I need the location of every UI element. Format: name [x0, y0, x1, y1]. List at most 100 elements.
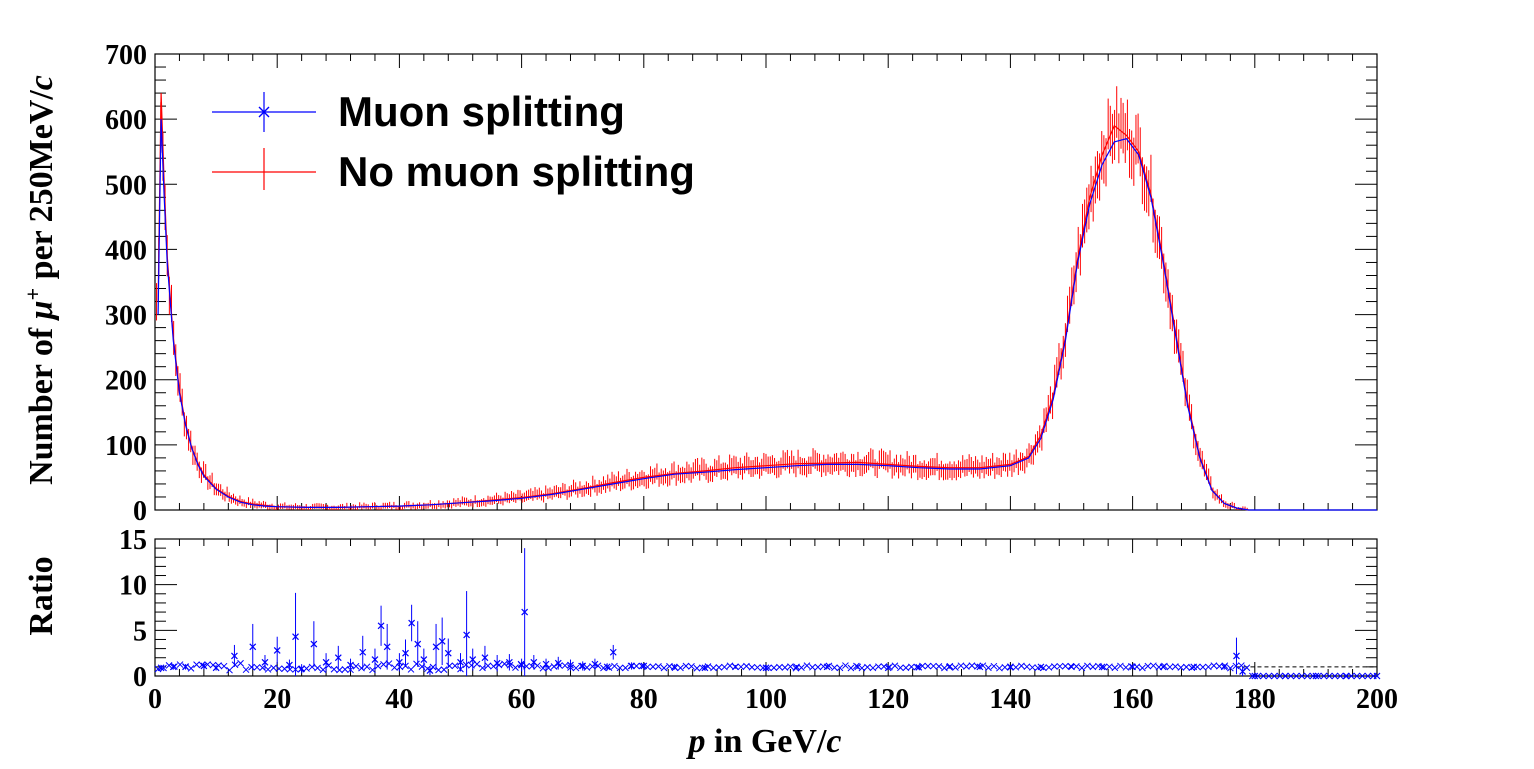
ratio-point-band [803, 662, 811, 670]
ratio-point-band [985, 664, 992, 672]
ratio-point-band [539, 664, 547, 672]
x-tick-label: 140 [989, 684, 1031, 715]
ratio-point-band [550, 663, 558, 670]
ratio-point-band [1270, 672, 1278, 680]
ratio-point-band [842, 662, 849, 669]
ratio-point-band [1254, 672, 1262, 680]
ratio-point [505, 658, 513, 666]
ratio-point-band [688, 663, 695, 670]
ratio-point-band [380, 661, 387, 668]
ratio-point-band [858, 664, 866, 672]
legend-label-no-muon-splitting: No muon splitting [338, 148, 695, 195]
ratio-point [884, 664, 892, 672]
main-series-layer [156, 86, 1377, 511]
ratio-point-band [968, 662, 976, 669]
ratio-point-band [501, 660, 508, 668]
ratio-point [444, 649, 452, 657]
ratio-point-band [1320, 672, 1328, 680]
y-title-part-1: Number of [23, 319, 60, 485]
ratio-point-band [814, 663, 822, 671]
ratio-point [334, 654, 342, 662]
ratio-point-band [1298, 672, 1306, 680]
ratio-point-band [699, 664, 706, 672]
main-y-tick-label: 500 [105, 170, 147, 201]
ratio-point-band [314, 664, 321, 672]
ratio-point-band [1012, 663, 1020, 671]
ratio-point [273, 647, 281, 654]
ratio-point-band [869, 664, 877, 672]
ratio-point-band [1023, 663, 1031, 671]
x-tick-label: 120 [867, 684, 909, 715]
ratio-point [463, 631, 471, 639]
ratio-point-band [1276, 672, 1284, 680]
ratio-point-band [765, 664, 772, 672]
ratio-point [823, 663, 831, 671]
ratio-point [591, 660, 599, 668]
ratio-point [157, 664, 165, 672]
main-panel: 0 100 200 300 400 500 600 700 [105, 40, 1378, 527]
main-y-tick-label: 400 [105, 235, 147, 266]
ratio-point-band [1188, 664, 1196, 672]
ratio-point-band [363, 663, 371, 671]
ratio-point-band [1227, 664, 1234, 672]
ratio-point-band [1078, 664, 1086, 672]
x-tick-label: 60 [508, 684, 536, 715]
ratio-point-band [330, 665, 338, 673]
ratio-point-band [1331, 672, 1339, 680]
ratio-point-band [264, 666, 272, 673]
ratio-point-band [1232, 662, 1240, 670]
ratio-point [231, 652, 238, 660]
ratio-point-band [781, 664, 789, 671]
legend-marker-muon-splitting [258, 106, 270, 118]
ratio-point [640, 662, 648, 670]
ratio-point [542, 660, 550, 668]
ratio-point-band [319, 666, 327, 674]
ratio-point-band [1259, 672, 1267, 680]
ratio-point-band [710, 664, 717, 672]
main-y-tick-label: 200 [105, 366, 147, 397]
ratio-point [521, 608, 529, 616]
ratio-point-band [578, 662, 585, 670]
ratio-point-band [1238, 662, 1245, 669]
ratio-point-band [1183, 663, 1190, 671]
x-tick-label: 20 [263, 684, 291, 715]
ratio-point [518, 661, 526, 669]
ratio-point [530, 658, 538, 666]
ratio-point-band [831, 664, 838, 671]
ratio-point-band [1249, 672, 1256, 680]
ratio-point-band [1122, 664, 1130, 671]
ratio-point [1098, 663, 1106, 671]
ratio-point-band [649, 663, 657, 671]
ratio-point-band [352, 662, 360, 670]
ratio-point-band [864, 663, 871, 671]
ratio-point-band [897, 664, 904, 672]
ratio-point-band [204, 661, 211, 668]
ratio-point [481, 654, 489, 662]
ratio-point-band [407, 666, 415, 673]
ratio-point-band [963, 663, 970, 670]
ratio-point-band [809, 663, 816, 671]
x-tick-label: 40 [385, 684, 413, 715]
ratio-point-band [1018, 662, 1025, 670]
ratio-point-band [1111, 664, 1119, 672]
ratio-point-band [1303, 672, 1311, 680]
ratio-point [285, 661, 293, 669]
ratio-point-band [616, 664, 624, 672]
ratio-point [1251, 672, 1259, 680]
ratio-point-band [1314, 672, 1322, 680]
ratio-y-tick-labels: 0 5 10 15 [119, 525, 147, 693]
ratio-point-band [952, 664, 959, 671]
ratio-point [359, 648, 367, 656]
ratio-point-band [875, 663, 882, 671]
ratio-point [249, 643, 257, 651]
ratio-point-band [776, 663, 783, 671]
ratio-point-band [754, 664, 761, 671]
ratio-point [1037, 663, 1045, 671]
ratio-point-band [935, 662, 943, 670]
x-axis-title-var: p [686, 723, 706, 760]
main-y-tick-label: 600 [105, 105, 147, 136]
ratio-point [603, 663, 611, 671]
ratio-point [762, 664, 770, 672]
ratio-point [945, 663, 953, 671]
ratio-point [579, 662, 587, 670]
